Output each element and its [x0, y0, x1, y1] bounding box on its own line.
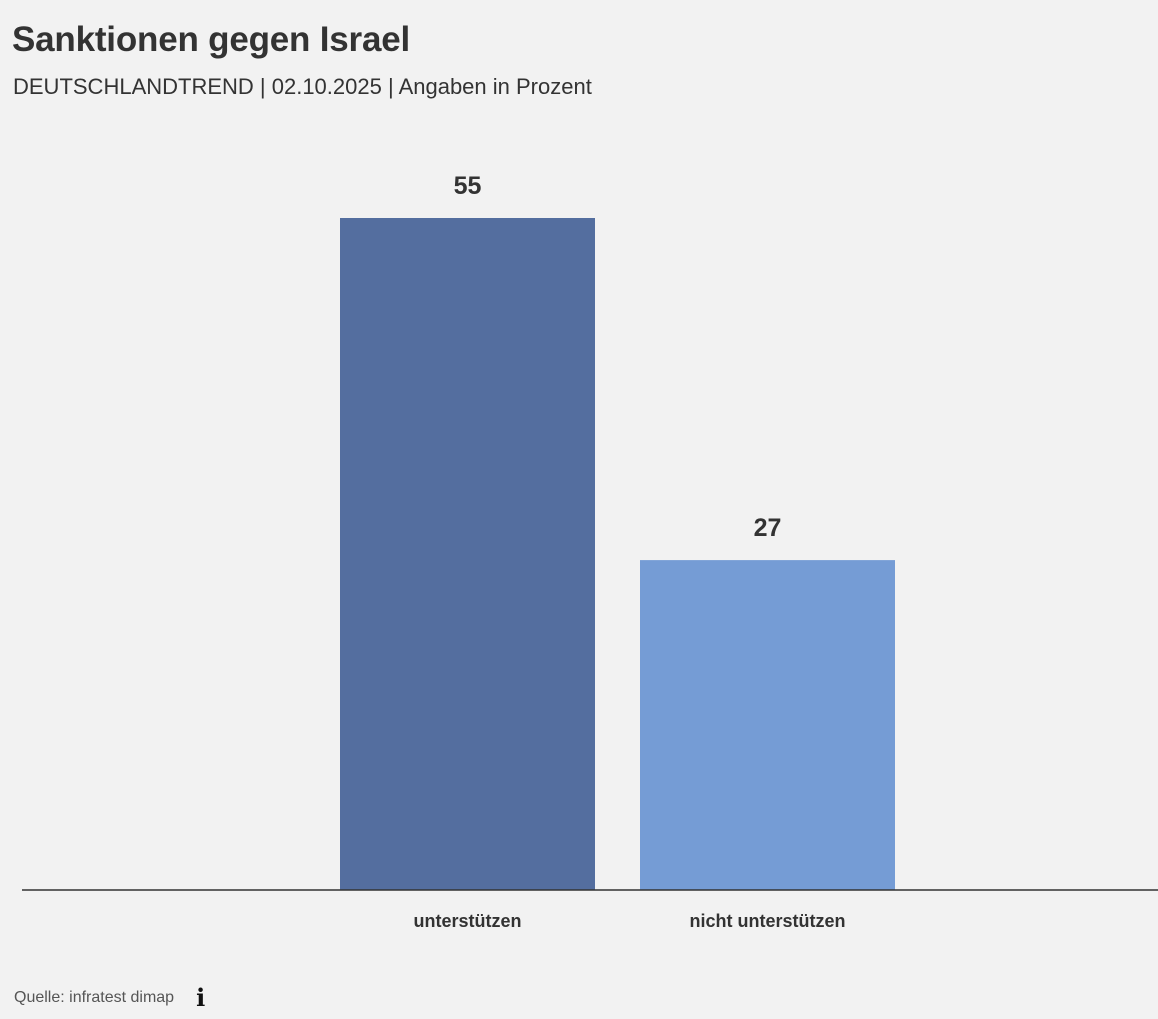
value-label-1: 27	[754, 514, 782, 542]
source-note: Quelle: infratest dimap	[14, 989, 175, 1006]
info-icon[interactable]: i	[196, 983, 206, 1012]
chart-title: Sanktionen gegen Israel	[12, 20, 411, 59]
category-labels-group: unterstützen nicht unterstützen	[414, 911, 846, 931]
chart-subtitle: DEUTSCHLANDTREND | 02.10.2025 | Angaben …	[13, 74, 592, 99]
category-label-1: nicht unterstützen	[690, 911, 846, 931]
value-label-0: 55	[454, 172, 482, 200]
value-labels-group: 55 27	[454, 172, 782, 542]
footer: Quelle: infratest dimap i	[14, 986, 205, 1010]
bar-0	[340, 218, 595, 890]
bars-group	[340, 218, 895, 890]
category-label-0: unterstützen	[414, 911, 522, 931]
bar-1	[640, 560, 895, 890]
